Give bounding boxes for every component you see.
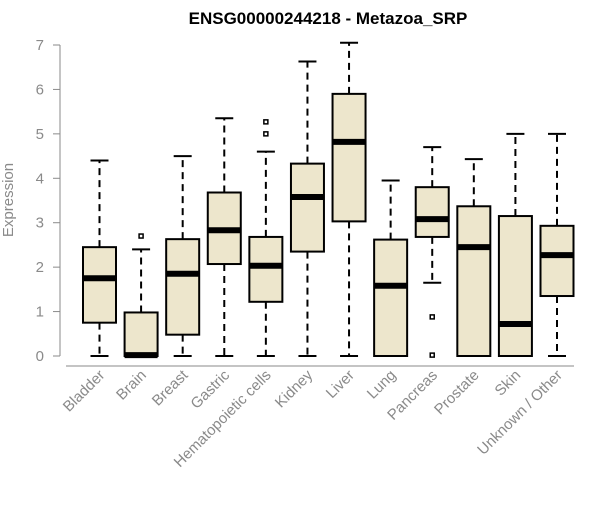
box-kidney xyxy=(289,60,325,357)
box-rect xyxy=(123,311,159,357)
box-rect xyxy=(539,224,575,298)
box-hematopoietic-cells xyxy=(248,119,284,357)
box-rect xyxy=(497,215,533,357)
axes: 0 1 2 3 4 5 6 7 xyxy=(36,37,574,367)
outlier-point xyxy=(429,352,435,358)
outlier-point xyxy=(263,119,269,125)
boxes-group xyxy=(82,41,575,359)
box-gastric xyxy=(206,117,242,357)
y-tick-label: 0 xyxy=(36,348,44,365)
box-rect xyxy=(165,238,201,336)
box-unknown-other xyxy=(539,132,575,357)
outlier-point xyxy=(429,314,435,320)
x-tick-label: Prostate xyxy=(431,367,483,419)
y-tick-label: 6 xyxy=(36,81,44,98)
chart-title: ENSG00000244218 - Metazoa_SRP xyxy=(189,9,468,28)
y-tick-label: 2 xyxy=(36,259,44,276)
y-tick-label: 3 xyxy=(36,215,44,232)
x-tick-label: Breast xyxy=(149,366,192,409)
box-skin xyxy=(497,132,533,357)
x-tick-label: Liver xyxy=(323,367,358,402)
outlier-point xyxy=(138,233,144,239)
box-prostate xyxy=(456,158,492,357)
box-rect xyxy=(414,186,450,238)
x-tick-label: Lung xyxy=(364,367,400,403)
y-tick-label: 4 xyxy=(36,170,44,187)
y-tick-label: 5 xyxy=(36,126,44,143)
box-rect xyxy=(373,238,409,357)
x-tick-label: Bladder xyxy=(60,367,109,416)
x-tick-label: Kidney xyxy=(272,366,317,411)
box-lung xyxy=(373,179,409,357)
outlier-point xyxy=(263,131,269,137)
box-pancreas xyxy=(414,146,450,358)
x-tick-label: Skin xyxy=(492,367,525,400)
box-rect xyxy=(82,246,117,324)
y-tick-label: 1 xyxy=(36,304,44,321)
box-brain xyxy=(123,233,159,359)
box-bladder xyxy=(82,159,117,357)
box-breast xyxy=(165,155,201,357)
y-axis-label: Expression xyxy=(0,163,17,237)
box-rect xyxy=(248,235,284,303)
y-tick-label: 7 xyxy=(36,37,44,54)
box-rect xyxy=(289,162,325,253)
box-rect xyxy=(331,92,367,223)
box-rect xyxy=(456,205,492,357)
box-liver xyxy=(331,41,367,357)
x-tick-label: Brain xyxy=(113,367,150,404)
